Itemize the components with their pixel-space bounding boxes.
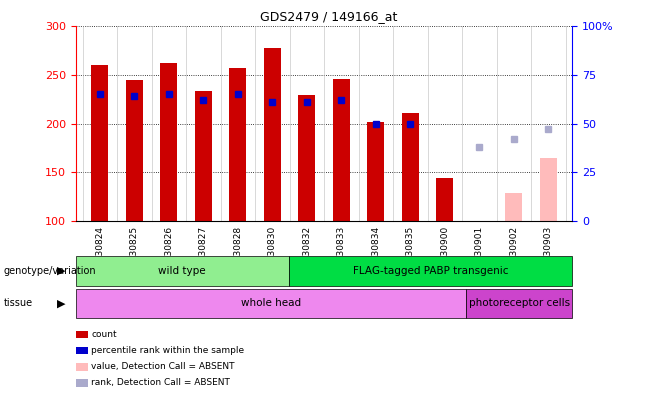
- Bar: [264, 48, 281, 221]
- Bar: [401, 113, 419, 221]
- Bar: [229, 68, 247, 221]
- Bar: [367, 122, 384, 221]
- Text: ▶: ▶: [57, 266, 65, 276]
- Bar: [91, 65, 109, 221]
- Text: wild type: wild type: [159, 266, 206, 276]
- Bar: [333, 79, 350, 221]
- Text: tissue: tissue: [3, 298, 32, 308]
- Bar: [436, 178, 453, 221]
- Text: rank, Detection Call = ABSENT: rank, Detection Call = ABSENT: [91, 378, 230, 387]
- Text: FLAG-tagged PABP transgenic: FLAG-tagged PABP transgenic: [353, 266, 508, 276]
- Text: photoreceptor cells: photoreceptor cells: [468, 298, 570, 308]
- Text: ▶: ▶: [57, 298, 65, 308]
- Text: whole head: whole head: [241, 298, 301, 308]
- Text: percentile rank within the sample: percentile rank within the sample: [91, 346, 245, 355]
- Bar: [298, 95, 315, 221]
- Bar: [160, 63, 178, 221]
- Bar: [126, 80, 143, 221]
- Text: count: count: [91, 330, 117, 339]
- Bar: [195, 92, 212, 221]
- Text: value, Detection Call = ABSENT: value, Detection Call = ABSENT: [91, 362, 235, 371]
- Bar: [540, 158, 557, 221]
- Text: GDS2479 / 149166_at: GDS2479 / 149166_at: [261, 10, 397, 23]
- Bar: [505, 192, 522, 221]
- Text: genotype/variation: genotype/variation: [3, 266, 96, 276]
